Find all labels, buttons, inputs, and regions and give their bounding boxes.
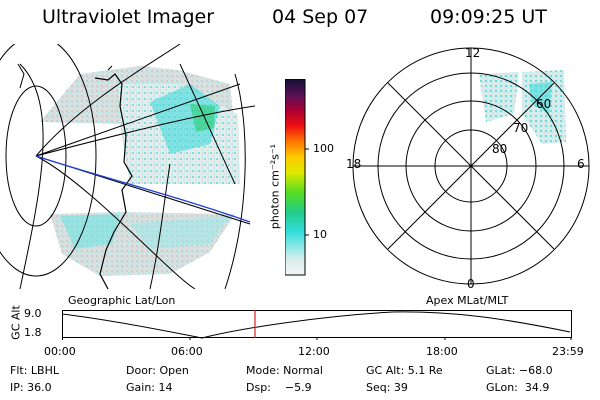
mlat-label-80: 80 [492, 142, 508, 156]
mlt-label-0: 0 [467, 277, 475, 291]
polar-plot [352, 47, 590, 285]
timeline-xtick-0600: 06:00 [171, 345, 203, 358]
instrument-title: Ultraviolet Imager [42, 6, 215, 28]
info-filter: Flt: LBHL [10, 364, 59, 377]
colorbar-unit-label: photon cm⁻²s⁻¹ [268, 143, 282, 230]
geographic-map-label: Geographic Lat/Lon [68, 294, 176, 307]
geographic-map [0, 44, 255, 289]
info-glon: GLon: 34.9 [486, 381, 550, 394]
colorbar-tick-100: 100 [313, 142, 334, 155]
info-ip: IP: 36.0 [10, 381, 52, 394]
polar-map-label: Apex MLat/MLT [426, 294, 509, 307]
mlt-label-18: 18 [346, 157, 362, 171]
altitude-curve [62, 311, 571, 339]
altitude-timeline [62, 310, 572, 340]
colorbar [285, 79, 309, 276]
timeline-ytick-9: 9.0 [24, 307, 42, 320]
date-label: 04 Sep 07 [272, 6, 369, 28]
timeline-xtick-1200: 12:00 [298, 345, 330, 358]
mlt-label-6: 6 [577, 157, 585, 171]
timeline-xtick-2359: 23:59 [552, 345, 584, 358]
mlat-label-60: 60 [536, 97, 552, 111]
info-dsp: Dsp: −5.9 [246, 381, 312, 394]
info-mode: Mode: Normal [246, 364, 323, 377]
info-door: Door: Open [126, 364, 189, 377]
mlt-label-12: 12 [465, 46, 481, 60]
info-glat: GLat: −68.0 [486, 364, 553, 377]
info-gc-alt: GC Alt: 5.1 Re [366, 364, 443, 377]
colorbar-tick-10: 10 [313, 228, 327, 241]
timeline-axis-label: GC Alt [9, 305, 23, 340]
info-seq: Seq: 39 [366, 381, 408, 394]
timeline-xtick-1800: 18:00 [426, 345, 458, 358]
info-gain: Gain: 14 [126, 381, 173, 394]
mlat-label-70: 70 [513, 121, 529, 135]
timeline-ytick-1-8: 1.8 [24, 326, 42, 339]
timeline-xtick-0000: 00:00 [44, 345, 76, 358]
time-label: 09:09:25 UT [430, 6, 547, 28]
